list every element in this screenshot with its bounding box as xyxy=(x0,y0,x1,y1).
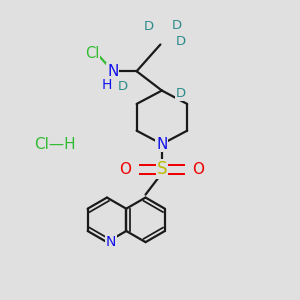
Text: S: S xyxy=(157,160,167,178)
Text: D: D xyxy=(172,19,182,32)
Text: O: O xyxy=(192,162,204,177)
Text: O: O xyxy=(119,162,131,177)
Text: N: N xyxy=(156,136,168,152)
Text: D: D xyxy=(176,35,186,48)
Text: D: D xyxy=(143,20,154,33)
Text: D: D xyxy=(176,87,186,100)
Text: Cl: Cl xyxy=(85,46,99,61)
Text: D: D xyxy=(118,80,128,93)
Text: N: N xyxy=(106,235,116,249)
Text: H: H xyxy=(102,78,112,92)
Text: N: N xyxy=(107,64,118,79)
Text: Cl—H: Cl—H xyxy=(34,136,76,152)
